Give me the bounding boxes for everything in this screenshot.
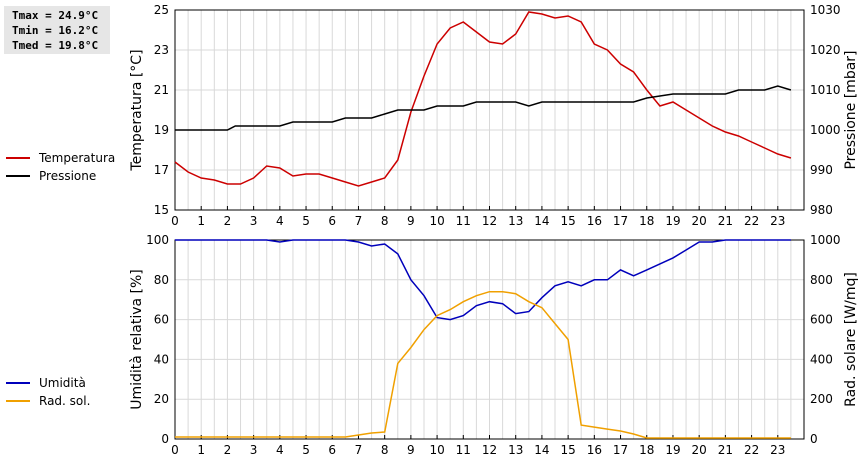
- y-left-tick-label: 100: [146, 233, 169, 247]
- x-tick-label: 7: [355, 214, 363, 228]
- x-tick-label: 19: [665, 214, 680, 228]
- x-tick-label: 13: [508, 214, 523, 228]
- x-tick-label: 14: [534, 214, 549, 228]
- x-tick-label: 20: [692, 214, 707, 228]
- x-tick-label: 21: [718, 443, 733, 457]
- x-tick-label: 5: [302, 443, 310, 457]
- y-right-axis-label: Pressione [mbar]: [843, 50, 859, 169]
- series-line-pressione: [175, 85, 792, 131]
- x-tick-label: 18: [639, 443, 654, 457]
- y-left-tick-label: 25: [154, 3, 169, 17]
- x-tick-label: 9: [407, 443, 415, 457]
- y-left-axis-label: Temperatura [°C]: [129, 49, 145, 171]
- x-tick-label: 5: [302, 214, 310, 228]
- y-left-tick-label: 80: [154, 273, 169, 287]
- stat-tmed: Tmed = 19.8°C: [12, 39, 99, 52]
- x-tick-label: 13: [508, 443, 523, 457]
- x-tick-label: 1: [197, 214, 205, 228]
- x-tick-label: 17: [613, 443, 628, 457]
- x-tick-label: 11: [456, 443, 471, 457]
- y-left-tick-label: 0: [161, 432, 169, 446]
- y-right-axis-label: Rad. solare [W/mq]: [843, 272, 859, 407]
- x-tick-label: 3: [250, 443, 258, 457]
- x-tick-label: 15: [560, 443, 575, 457]
- x-tick-label: 23: [770, 443, 785, 457]
- y-left-tick-label: 19: [154, 123, 169, 137]
- legend-label: Umidità: [39, 376, 86, 390]
- y-right-tick-label: 990: [810, 163, 833, 177]
- y-right-tick-label: 200: [810, 392, 833, 406]
- legend-label: Temperatura: [38, 151, 115, 165]
- x-tick-label: 2: [224, 214, 232, 228]
- y-left-tick-label: 17: [154, 163, 169, 177]
- x-tick-label: 16: [587, 214, 602, 228]
- series-line-temperatura: [174, 11, 792, 187]
- x-tick-label: 2: [224, 443, 232, 457]
- x-tick-label: 11: [456, 214, 471, 228]
- y-right-tick-label: 1020: [810, 43, 841, 57]
- y-right-tick-label: 600: [810, 313, 833, 327]
- x-tick-label: 12: [482, 443, 497, 457]
- stats-box: Tmax = 24.9°C Tmin = 16.2°C Tmed = 19.8°…: [4, 6, 110, 54]
- y-right-tick-label: 1010: [810, 83, 841, 97]
- x-tick-label: 1: [197, 443, 205, 457]
- x-tick-label: 8: [381, 214, 389, 228]
- x-tick-label: 8: [381, 443, 389, 457]
- x-tick-label: 9: [407, 214, 415, 228]
- x-tick-label: 6: [328, 214, 336, 228]
- x-tick-label: 4: [276, 443, 284, 457]
- x-tick-label: 21: [718, 214, 733, 228]
- x-tick-label: 12: [482, 214, 497, 228]
- y-right-tick-label: 1000: [810, 233, 841, 247]
- y-left-tick-label: 21: [154, 83, 169, 97]
- x-tick-label: 0: [171, 214, 179, 228]
- x-tick-label: 0: [171, 443, 179, 457]
- x-tick-label: 18: [639, 214, 654, 228]
- y-left-tick-label: 40: [154, 352, 169, 366]
- stat-tmax: Tmax = 24.9°C: [12, 9, 99, 22]
- y-right-tick-label: 400: [810, 352, 833, 366]
- series-line-umidit-: [175, 239, 791, 321]
- x-tick-label: 22: [744, 214, 759, 228]
- y-right-tick-label: 980: [810, 203, 833, 217]
- x-tick-label: 20: [692, 443, 707, 457]
- y-left-tick-label: 23: [154, 43, 169, 57]
- stat-tmin: Tmin = 16.2°C: [12, 24, 99, 37]
- x-tick-label: 23: [770, 214, 785, 228]
- x-tick-label: 16: [587, 443, 602, 457]
- x-tick-label: 10: [429, 214, 444, 228]
- x-tick-label: 22: [744, 443, 759, 457]
- legend-label: Pressione: [39, 169, 96, 183]
- series-line-rad-sol-: [175, 290, 791, 439]
- x-tick-label: 17: [613, 214, 628, 228]
- y-left-tick-label: 15: [154, 203, 169, 217]
- y-left-axis-label: Umidità relativa [%]: [129, 269, 145, 410]
- x-tick-label: 3: [250, 214, 258, 228]
- x-tick-label: 6: [328, 443, 336, 457]
- y-right-tick-label: 0: [810, 432, 818, 446]
- x-tick-label: 4: [276, 214, 284, 228]
- x-tick-label: 7: [355, 443, 363, 457]
- x-tick-label: 14: [534, 443, 549, 457]
- y-right-tick-label: 800: [810, 273, 833, 287]
- x-tick-label: 10: [429, 443, 444, 457]
- y-left-tick-label: 20: [154, 392, 169, 406]
- x-tick-label: 15: [560, 214, 575, 228]
- y-left-tick-label: 60: [154, 313, 169, 327]
- legend-label: Rad. sol.: [39, 394, 90, 408]
- y-right-tick-label: 1030: [810, 3, 841, 17]
- y-right-tick-label: 1000: [810, 123, 841, 137]
- x-tick-label: 19: [665, 443, 680, 457]
